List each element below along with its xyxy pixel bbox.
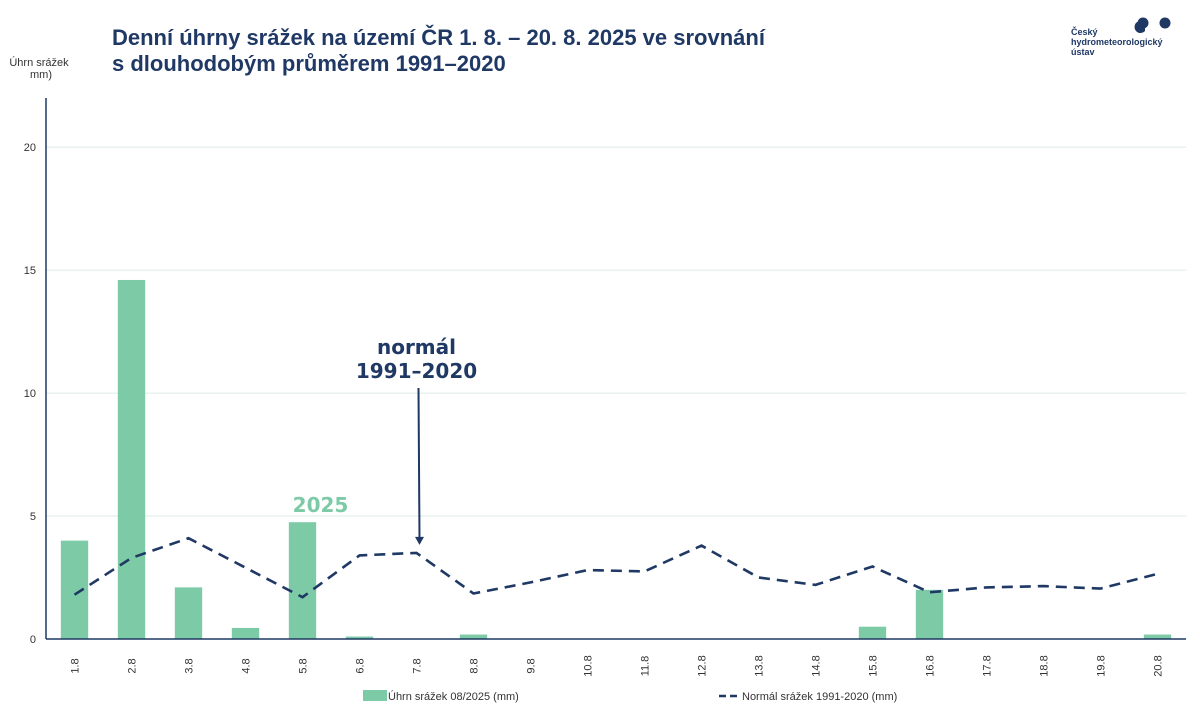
- annotation-normal-line1: normál: [377, 335, 456, 359]
- annotation-normal-line2: 1991–2020: [356, 359, 477, 383]
- x-tick-label: 20.8: [1153, 655, 1165, 676]
- legend-bar-swatch: [363, 690, 387, 701]
- logo-line1: Český: [1071, 27, 1098, 37]
- bar: [459, 634, 488, 639]
- x-tick-label: 17.8: [982, 655, 994, 676]
- legend: Úhrn srážek 08/2025 (mm) Normál srážek 19…: [363, 690, 897, 703]
- x-tick-label: 10.8: [583, 655, 595, 676]
- x-tick-label: 15.8: [868, 655, 880, 676]
- annotation-arrow-shaft: [417, 387, 421, 539]
- chart-title-line1: Denní úhrny srážek na území ČR 1. 8. – 2…: [112, 25, 765, 50]
- bar: [117, 279, 146, 639]
- chmi-logo: Český hydrometeorologický ústav: [1071, 16, 1181, 60]
- x-tick-label: 18.8: [1039, 655, 1051, 676]
- logo-line3: ústav: [1071, 47, 1095, 57]
- chart-title-line2: s dlouhodobým průměrem 1991–2020: [112, 51, 506, 76]
- x-tick-label: 11.8: [640, 656, 652, 677]
- normal-line: [73, 536, 1158, 599]
- bar: [345, 636, 374, 639]
- y-tick-label: 10: [24, 388, 36, 400]
- legend-line-label: Normál srážek 1991-2020 (mm): [742, 691, 897, 703]
- chart-title: Denní úhrny srážek na území ČR 1. 8. – 2…: [112, 25, 812, 77]
- x-tick-label: 5.8: [298, 658, 310, 673]
- x-tick-label: 4.8: [241, 658, 253, 673]
- bar: [1143, 634, 1172, 639]
- logo-line2: hydrometeorologický: [1071, 37, 1163, 47]
- bar-series: [60, 279, 1172, 639]
- x-tick-label: 14.8: [811, 655, 823, 676]
- x-tick-label: 19.8: [1096, 655, 1108, 676]
- annotation-year: 2025: [293, 493, 349, 517]
- y-tick-label: 15: [24, 265, 36, 277]
- x-tick-label: 3.8: [184, 658, 196, 673]
- x-tick-label: 12.8: [697, 655, 709, 676]
- normal-line-series: [73, 536, 1158, 599]
- bar: [231, 627, 260, 639]
- x-tick-label: 1.8: [70, 658, 82, 673]
- x-tick-label: 9.8: [526, 658, 538, 673]
- x-tick-label: 2.8: [127, 658, 139, 673]
- y-axis-label-line1: Úhrn srážek: [9, 56, 69, 69]
- x-tick-label: 8.8: [469, 658, 481, 673]
- logo-mark-icon: [1134, 17, 1171, 33]
- y-tick-label: 0: [30, 634, 36, 646]
- bar: [288, 522, 317, 639]
- bar: [915, 589, 944, 639]
- x-tick-label: 6.8: [355, 658, 367, 673]
- y-tick-label: 20: [24, 142, 36, 154]
- x-tick-label: 7.8: [412, 658, 424, 673]
- y-tick-label: 5: [30, 511, 36, 523]
- axes: 0 5 10 15 20 1.8 2.8 3.8 4.8 5.8 6.8 7.8 8.8 9.8 10.8 1…: [24, 98, 1186, 677]
- x-tick-label: 13.8: [754, 655, 766, 676]
- bar: [858, 626, 887, 639]
- logo-text: Český hydrometeorologický ústav: [1071, 27, 1163, 57]
- x-tick-label: 16.8: [925, 655, 937, 676]
- bar: [174, 587, 203, 639]
- grid: [46, 146, 1186, 517]
- annotation-arrow-head: [415, 536, 424, 545]
- y-axis-label-line2: mm): [30, 69, 52, 81]
- legend-bar-label: Úhrn srážek 08/2025 (mm): [388, 690, 519, 703]
